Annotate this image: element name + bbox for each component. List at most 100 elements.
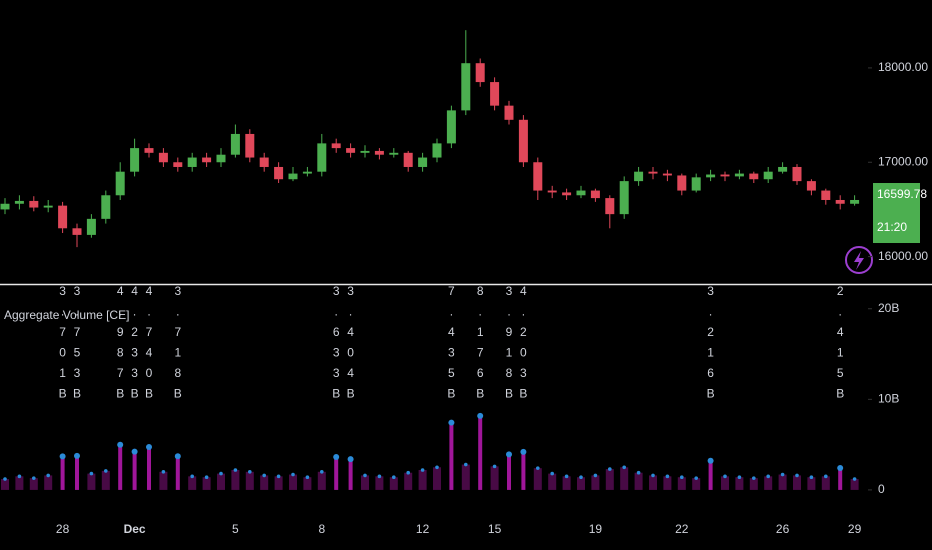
volume-dot bbox=[161, 470, 166, 474]
volume-bar bbox=[260, 475, 269, 490]
volume-dot bbox=[707, 457, 714, 464]
candle-body bbox=[619, 181, 629, 215]
volume-dot bbox=[579, 475, 583, 480]
candle-body bbox=[792, 166, 802, 182]
volume-dot bbox=[809, 475, 814, 480]
candle-body bbox=[749, 173, 759, 180]
volume-bar bbox=[548, 473, 557, 490]
icon-bolt[interactable] bbox=[854, 251, 864, 270]
volume-bar bbox=[303, 477, 312, 490]
candle-body bbox=[763, 171, 773, 180]
x-tick-label: Dec bbox=[124, 522, 146, 536]
volume-bar bbox=[289, 474, 297, 490]
candle-body bbox=[130, 148, 140, 172]
volume-bar bbox=[175, 456, 180, 490]
x-tick-label: 29 bbox=[848, 522, 862, 536]
candle-body bbox=[331, 143, 341, 149]
volume-dot bbox=[435, 465, 439, 470]
volume-dot bbox=[506, 451, 512, 458]
volume-dot bbox=[837, 465, 844, 472]
candle-body bbox=[0, 203, 10, 210]
volume-bar bbox=[749, 478, 758, 490]
candle-body bbox=[374, 150, 384, 155]
volume-bar bbox=[389, 477, 398, 490]
candle-body bbox=[14, 200, 24, 204]
volume-dot bbox=[333, 454, 340, 461]
volume-bar bbox=[132, 451, 137, 490]
candle-body bbox=[72, 228, 82, 235]
volume-dot bbox=[74, 452, 80, 459]
candle-body bbox=[302, 171, 312, 174]
y-tick-label: 16000.00 bbox=[878, 249, 928, 263]
candle-body bbox=[691, 177, 701, 191]
volume-dot bbox=[694, 476, 698, 480]
volume-bar bbox=[101, 470, 110, 490]
volume-dot bbox=[59, 453, 66, 460]
candle-body bbox=[43, 205, 53, 208]
candle-body bbox=[720, 174, 730, 177]
volume-dot bbox=[536, 466, 540, 470]
candle-body bbox=[778, 166, 788, 172]
candle-body bbox=[259, 157, 269, 167]
volume-dot bbox=[406, 470, 411, 475]
volume-bar bbox=[620, 467, 629, 490]
volume-dot bbox=[852, 477, 857, 481]
volume-bar bbox=[317, 471, 326, 490]
volume-dot bbox=[248, 470, 252, 474]
volume-bar bbox=[577, 477, 585, 490]
x-tick-label: 15 bbox=[488, 522, 502, 536]
volume-dot bbox=[651, 473, 655, 478]
candle-body bbox=[317, 143, 327, 172]
volume-dot bbox=[824, 474, 828, 479]
volume-dot bbox=[464, 462, 468, 467]
lightning-icon[interactable] bbox=[845, 246, 873, 274]
volume-bar bbox=[418, 469, 427, 490]
volume-bar bbox=[478, 415, 483, 490]
volume-bar bbox=[692, 478, 701, 490]
volume-bar bbox=[735, 477, 744, 490]
candle-body bbox=[187, 157, 197, 167]
volume-dot bbox=[89, 471, 94, 476]
volume-bar bbox=[375, 476, 384, 490]
candle-body bbox=[533, 162, 543, 191]
candle-body bbox=[360, 150, 370, 153]
volume-dot bbox=[477, 412, 484, 419]
volume-bar bbox=[217, 473, 225, 490]
candle-body bbox=[461, 63, 471, 111]
volume-dot bbox=[636, 470, 641, 475]
volume-dot bbox=[448, 419, 455, 426]
volume-bar bbox=[118, 444, 123, 490]
y-tick-label: 18000.00 bbox=[878, 60, 928, 74]
volume-bar bbox=[461, 464, 470, 490]
volume-bar bbox=[663, 476, 672, 490]
candle-body bbox=[662, 173, 672, 176]
candle-body bbox=[432, 143, 442, 158]
candle-body bbox=[518, 119, 528, 163]
volume-bar bbox=[245, 471, 254, 490]
x-tick-label: 26 bbox=[776, 522, 790, 536]
volume-bar bbox=[147, 446, 151, 490]
volume-bar bbox=[202, 477, 211, 490]
volume-bar bbox=[404, 472, 413, 490]
candle-body bbox=[245, 133, 255, 158]
last-price-label: 16599.78 bbox=[877, 187, 927, 201]
icon-circle[interactable] bbox=[845, 246, 873, 274]
volume-bar bbox=[850, 479, 859, 490]
candle-body bbox=[274, 166, 284, 180]
volume-bar bbox=[1, 479, 9, 490]
volume-bar bbox=[75, 455, 79, 490]
volume-dot bbox=[492, 464, 497, 469]
candle-body bbox=[144, 148, 154, 153]
indicator-title: Aggregate Volume [CE] bbox=[4, 308, 129, 322]
candle-body bbox=[86, 218, 96, 235]
volume-dot bbox=[146, 443, 152, 450]
